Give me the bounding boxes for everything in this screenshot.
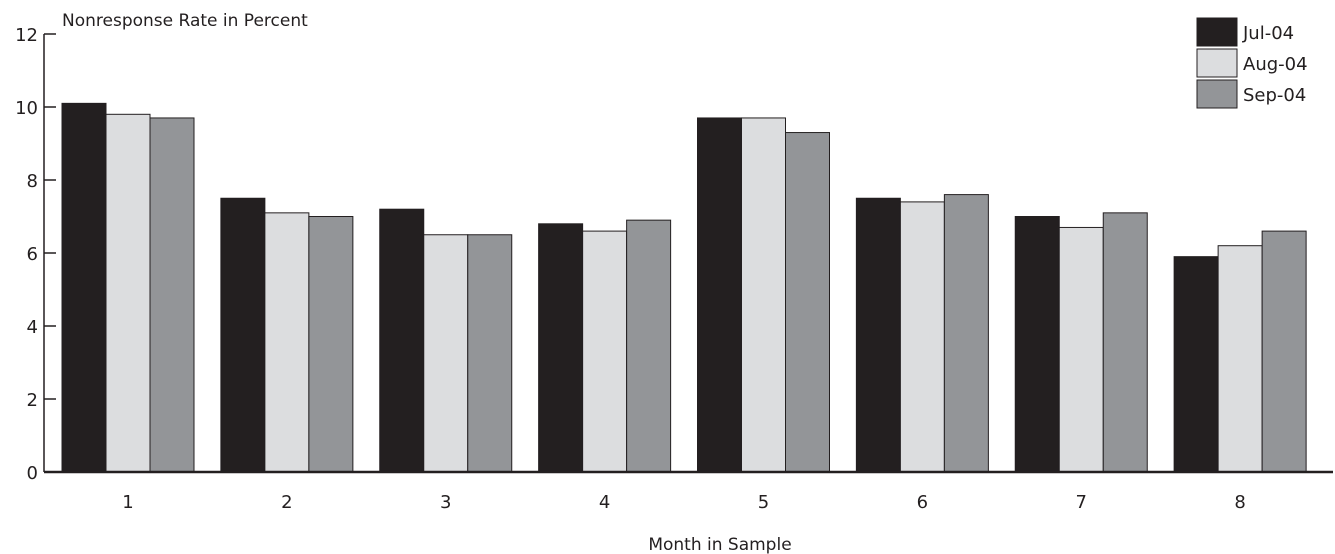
bar-jul-04-4 bbox=[538, 223, 584, 473]
x-tick-label: 7 bbox=[1076, 492, 1087, 513]
x-tick-label: 5 bbox=[758, 492, 769, 513]
x-tick-label: 8 bbox=[1234, 492, 1245, 513]
x-tick-label: 1 bbox=[122, 492, 133, 513]
bar-aug-04-1 bbox=[105, 113, 151, 473]
bar-aug-04-4 bbox=[582, 230, 628, 473]
bar-sep-04-7 bbox=[1102, 212, 1148, 473]
y-tick-label: 2 bbox=[27, 390, 38, 411]
legend-label: Jul-04 bbox=[1242, 23, 1294, 44]
bar-sep-04-2 bbox=[308, 216, 354, 473]
bar-sep-04-3 bbox=[467, 234, 513, 473]
x-axis: 1 2 3 4 5 6 7 8 bbox=[44, 470, 1333, 513]
x-tick-label: 2 bbox=[281, 492, 292, 513]
y-tick-label: 4 bbox=[27, 317, 38, 338]
x-tick-label: 3 bbox=[440, 492, 451, 513]
x-axis-title: Month in Sample bbox=[648, 535, 791, 554]
bar-aug-04-5 bbox=[741, 117, 786, 473]
bar-jul-04-5 bbox=[697, 117, 742, 473]
bar-jul-04-8 bbox=[1173, 256, 1219, 473]
y-tick-label: 8 bbox=[27, 171, 38, 192]
y-tick-label: 6 bbox=[27, 244, 38, 265]
legend-label: Aug-04 bbox=[1243, 54, 1308, 75]
bars bbox=[61, 102, 1307, 473]
bar-sep-04-6 bbox=[943, 194, 989, 473]
legend-label: Sep-04 bbox=[1243, 85, 1306, 106]
bar-aug-04-7 bbox=[1058, 226, 1104, 473]
bar-sep-04-4 bbox=[626, 219, 672, 473]
bar-jul-04-2 bbox=[220, 197, 266, 473]
legend: Jul-04 Aug-04 Sep-04 bbox=[1196, 17, 1308, 109]
legend-swatch bbox=[1196, 48, 1238, 78]
x-tick-label: 6 bbox=[917, 492, 928, 513]
legend-swatch bbox=[1196, 17, 1238, 47]
y-tick-label: 12 bbox=[15, 25, 38, 46]
bar-aug-04-8 bbox=[1217, 245, 1263, 473]
y-tick-label: 0 bbox=[27, 463, 38, 484]
legend-swatch bbox=[1196, 79, 1238, 109]
bar-aug-04-6 bbox=[899, 201, 945, 473]
bar-aug-04-2 bbox=[264, 212, 310, 473]
y-tick-label: 10 bbox=[15, 98, 38, 119]
bar-jul-04-7 bbox=[1014, 216, 1060, 473]
bar-sep-04-8 bbox=[1261, 230, 1307, 473]
bar-jul-04-6 bbox=[855, 197, 901, 473]
bar-sep-04-5 bbox=[785, 132, 830, 473]
y-axis: 0 2 4 6 8 10 12 bbox=[15, 25, 56, 484]
bar-aug-04-3 bbox=[423, 234, 469, 473]
bar-sep-04-1 bbox=[149, 117, 195, 473]
bar-jul-04-3 bbox=[379, 208, 425, 473]
y-axis-title: Nonresponse Rate in Percent bbox=[62, 11, 308, 31]
bar-jul-04-1 bbox=[61, 102, 107, 473]
x-tick-label: 4 bbox=[599, 492, 610, 513]
